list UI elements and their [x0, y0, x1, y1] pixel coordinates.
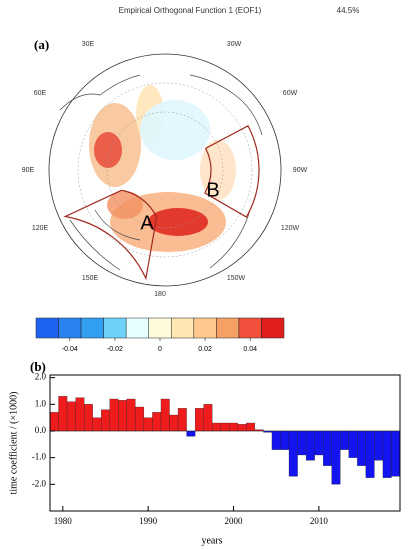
colorbar-box: [80, 317, 104, 339]
longitude-label: 90W: [293, 167, 308, 174]
bar: [229, 422, 238, 432]
bar: [186, 430, 196, 437]
longitude-label: 60W: [283, 90, 298, 97]
bar: [169, 414, 179, 432]
longitude-label: 90E: [22, 167, 35, 174]
y-tick-label: -2.0: [32, 478, 47, 488]
bar: [92, 417, 102, 432]
region-a: [63, 189, 158, 281]
bar: [143, 417, 153, 432]
longitude-label: 120E: [32, 225, 49, 232]
bar: [58, 396, 68, 432]
bar: [382, 430, 392, 478]
region-label: B: [206, 179, 219, 201]
colorbar-box: [148, 317, 172, 339]
x-tick-label: 2000: [225, 516, 244, 526]
bar: [75, 397, 85, 432]
colorbar-box: [58, 317, 82, 339]
bar: [160, 398, 170, 432]
bar: [246, 422, 256, 432]
bar: [66, 401, 76, 432]
y-tick-label: 1.0: [35, 398, 47, 408]
x-axis-label: years: [201, 535, 222, 546]
colorbar: -0.04 -0.02 0 0.02 0.04: [35, 317, 285, 353]
colorbar-box: [261, 317, 285, 339]
y-tick-label: -1.0: [32, 452, 47, 462]
bar: [323, 430, 332, 466]
map: [48, 53, 282, 287]
bar: [83, 404, 93, 432]
bar: [177, 408, 187, 432]
colorbar-box: [238, 317, 262, 339]
colorbar-tick-label: 0.02: [198, 346, 212, 353]
bar: [109, 398, 119, 432]
longitude-label: 120W: [281, 225, 300, 232]
plot-frame: [49, 374, 401, 512]
colorbar-tick-label: 0: [158, 346, 162, 353]
x-tick-label: 1990: [139, 516, 158, 526]
colorbar-tick-label: -0.04: [62, 346, 78, 353]
coastline: [59, 74, 263, 271]
bar: [203, 404, 213, 432]
bar: [101, 409, 110, 432]
bar: [49, 412, 59, 432]
x-tick-label: 1980: [54, 516, 73, 526]
anomaly: [107, 191, 143, 219]
bar: [152, 412, 162, 432]
anomaly: [140, 100, 210, 160]
bar: [271, 430, 281, 450]
colorbar-tick-label: 0.04: [243, 346, 257, 353]
anomaly: [148, 208, 208, 236]
colorbar-box: [193, 317, 217, 339]
bar: [220, 422, 230, 432]
longitude-label: 60E: [34, 90, 47, 97]
bar: [391, 430, 401, 477]
colorbar-box: [125, 317, 149, 339]
y-tick-label: 2.0: [35, 372, 47, 382]
longitude-label: 150W: [227, 275, 246, 282]
longitude-label: 30W: [227, 41, 242, 48]
bar: [305, 430, 315, 461]
bar: [357, 430, 367, 466]
bar: [331, 430, 341, 485]
panel-label: (b): [30, 359, 46, 374]
latitude-circle: [77, 82, 253, 258]
bar: [194, 408, 204, 432]
bar: [314, 430, 324, 456]
colorbar-box: [35, 317, 59, 339]
bar: [374, 430, 384, 461]
variance: 44.5%: [337, 6, 360, 15]
x-tick-label: 2010: [310, 516, 329, 526]
y-axis-label: time coefficient / (×1000): [8, 392, 19, 495]
colorbar-box: [216, 317, 240, 339]
anomaly: [94, 132, 122, 168]
colorbar-tick-label: -0.02: [107, 346, 123, 353]
bar: [365, 430, 375, 478]
region-label: A: [140, 212, 154, 234]
colorbar-box: [171, 317, 195, 339]
bar: [135, 406, 145, 432]
bar: [118, 400, 127, 432]
map-title: Empirical Orthogonal Function 1 (EOF1): [119, 6, 262, 15]
bar: [280, 430, 290, 450]
bar: [348, 430, 358, 458]
bar: [237, 424, 247, 432]
region-b: [204, 125, 260, 218]
longitude-label: 180: [154, 291, 166, 298]
bar: [340, 430, 349, 450]
longitude-label: 30E: [82, 41, 95, 48]
bar: [212, 422, 221, 432]
longitude-label: 150E: [82, 275, 99, 282]
bar: [288, 430, 298, 477]
colorbar-box: [103, 317, 127, 339]
panel-label: (a): [34, 37, 49, 52]
bar: [297, 430, 307, 456]
y-tick-label: 0.0: [35, 425, 47, 435]
latitude-circle: [106, 111, 224, 229]
bar: [126, 398, 136, 432]
